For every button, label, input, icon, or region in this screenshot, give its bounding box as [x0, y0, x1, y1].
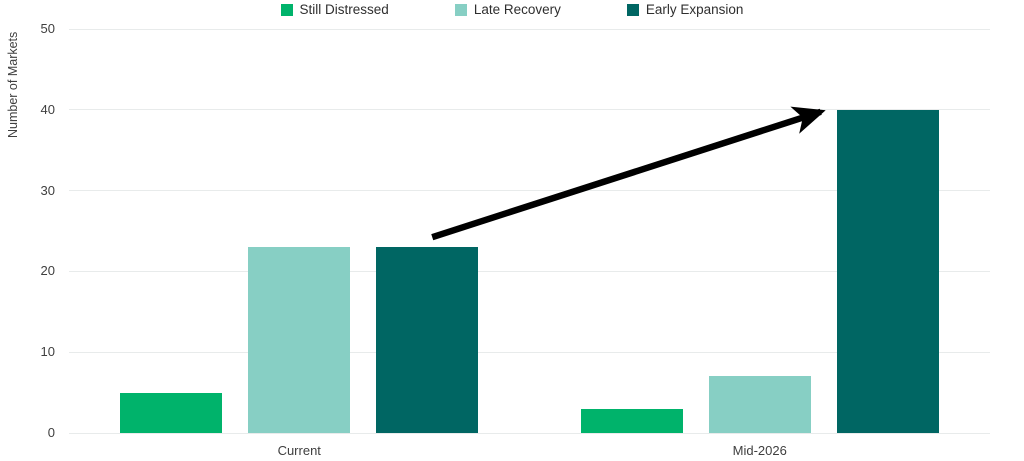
x-category-label-mid-2026: Mid-2026 [732, 443, 787, 458]
y-tick-label-40: 40 [40, 101, 55, 117]
bar-current-late-recovery [248, 247, 351, 433]
y-tick-label-20: 20 [40, 263, 55, 279]
bar-mid-2026-early-expansion [836, 109, 939, 433]
legend-label: Still Distressed [299, 2, 389, 17]
y-tick-label-30: 30 [40, 182, 55, 198]
bar-mid-2026-still-distressed [580, 408, 683, 433]
plot-area [69, 28, 990, 434]
gridline-10 [69, 351, 990, 353]
legend-label: Early Expansion [645, 2, 744, 17]
y-tick-label-0: 0 [47, 425, 55, 440]
gridline-20 [69, 270, 990, 272]
legend-swatch-early-expansion [626, 4, 639, 16]
bar-current-early-expansion [376, 247, 479, 433]
y-axis-title: Number of Markets [6, 31, 20, 139]
x-category-label-current: Current [277, 443, 321, 458]
legend-label: Late Recovery [473, 2, 561, 17]
legend-item-early-expansion: Early Expansion [626, 2, 744, 18]
x-axis-line [69, 432, 990, 434]
bar-current-still-distressed [120, 392, 223, 433]
y-tick-label-10: 10 [40, 344, 55, 360]
chart-legend: Still Distressed Late Recovery Early Expan… [0, 2, 1024, 18]
bar-mid-2026-late-recovery [708, 376, 811, 433]
legend-swatch-still-distressed [280, 4, 293, 16]
gridline-50 [69, 28, 990, 30]
y-tick-label-50: 50 [40, 21, 55, 36]
legend-item-late-recovery: Late Recovery [454, 2, 561, 18]
legend-item-still-distressed: Still Distressed [280, 2, 389, 18]
legend-swatch-late-recovery [454, 4, 467, 16]
